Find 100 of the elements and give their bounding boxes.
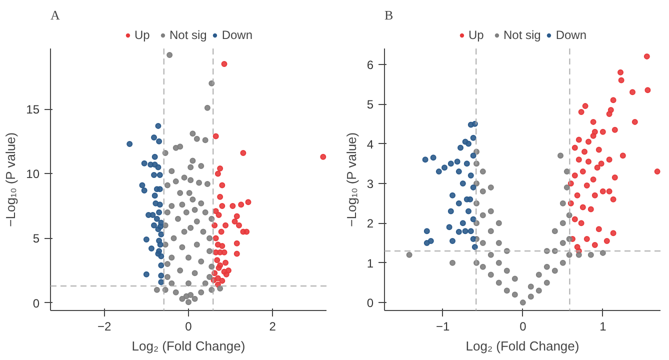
point: [584, 182, 590, 188]
point: [564, 168, 570, 175]
point: [606, 188, 612, 194]
point: [456, 228, 462, 235]
point: [141, 160, 148, 166]
point: [151, 222, 157, 228]
point: [158, 279, 164, 286]
point: [582, 103, 588, 110]
point: [600, 188, 606, 194]
point: [458, 144, 464, 151]
chart-title: A: [50, 8, 60, 22]
point: [156, 202, 163, 208]
point: [504, 288, 510, 294]
point: [152, 154, 158, 160]
point: [564, 184, 570, 190]
legend-label: Up: [134, 28, 151, 42]
legend-label: Down: [222, 28, 253, 42]
point: [520, 300, 526, 306]
point: [580, 204, 586, 210]
point: [460, 220, 466, 226]
point: [216, 212, 222, 218]
point: [143, 236, 150, 243]
point: [214, 257, 220, 264]
point: [654, 168, 660, 175]
point: [536, 288, 542, 294]
point: [560, 220, 566, 226]
point: [150, 212, 156, 218]
y-tick-label: 10: [26, 167, 40, 182]
point: [472, 244, 478, 250]
point: [143, 271, 150, 278]
legend-label: Up: [468, 28, 485, 42]
point: [466, 208, 472, 214]
x-tick-label: 0: [185, 320, 192, 334]
point: [596, 226, 602, 232]
point: [488, 228, 494, 234]
point: [576, 156, 582, 163]
point: [552, 228, 558, 234]
point: [430, 154, 436, 161]
point: [620, 152, 626, 159]
point: [424, 228, 430, 234]
point: [219, 278, 226, 284]
point: [214, 170, 221, 177]
point: [470, 236, 476, 242]
point: [470, 152, 476, 159]
point: [512, 276, 518, 282]
point: [560, 260, 566, 266]
point: [219, 182, 226, 188]
point: [442, 164, 448, 171]
point: [528, 284, 534, 290]
point: [222, 260, 229, 266]
x-tick-label: −2: [98, 320, 112, 334]
y-tick-label: 15: [26, 102, 40, 117]
point: [464, 160, 470, 167]
point: [590, 118, 596, 125]
point: [560, 200, 566, 206]
point: [572, 216, 578, 222]
point: [217, 262, 224, 268]
point: [588, 206, 594, 212]
point: [156, 209, 162, 216]
point: [528, 294, 534, 300]
point: [588, 252, 594, 258]
point: [436, 168, 442, 175]
point: [218, 228, 224, 235]
point: [496, 260, 502, 266]
point: [480, 212, 486, 218]
x-tick-label: 0: [520, 320, 527, 334]
point: [644, 87, 651, 94]
point: [448, 160, 454, 167]
point: [596, 146, 602, 153]
point: [600, 250, 606, 256]
point: [536, 272, 542, 278]
point: [155, 122, 162, 129]
point: [590, 176, 596, 182]
point: [598, 160, 604, 167]
point: [156, 172, 163, 178]
point: [245, 199, 252, 206]
point: [219, 242, 226, 249]
point: [590, 132, 596, 139]
point: [450, 238, 456, 244]
point: [610, 196, 616, 202]
y-tick-label: 1: [366, 256, 374, 270]
point: [470, 134, 476, 141]
point: [552, 268, 558, 274]
point: [632, 118, 638, 125]
point: [155, 164, 162, 170]
x-axis-title: Log₂ (Fold Change): [132, 338, 246, 354]
y-axis-title: −Log₁₀ (P value): [344, 132, 359, 227]
point: [606, 156, 612, 163]
legend-label: Not sig: [169, 28, 207, 42]
point: [212, 235, 219, 242]
x-tick-label: 1: [600, 320, 607, 334]
point: [504, 268, 510, 274]
point: [152, 192, 158, 199]
point: [572, 172, 578, 179]
point: [126, 141, 133, 147]
point: [467, 196, 474, 202]
point: [158, 262, 164, 268]
point: [422, 156, 428, 163]
point: [406, 252, 412, 258]
point: [158, 272, 164, 279]
